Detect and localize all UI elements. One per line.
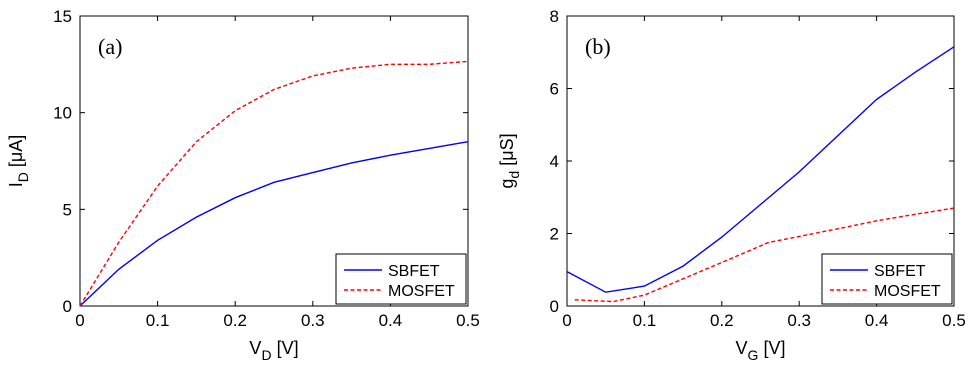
y-tick-label: 8 [550,7,559,26]
x-axis-label: VG [V] [736,338,786,363]
x-axis-label: VD [V] [249,338,298,363]
panel-a: 0 0.1 0.2 0.3 0.4 0.5 0 5 10 15 (a) VD [V] ID [μA] SB… [6,7,480,363]
x-tick-label: 0.3 [301,311,325,330]
x-tick-label: 0.3 [787,311,811,330]
y-tick-label: 0 [63,297,72,316]
y-tick-label: 5 [63,200,72,219]
legend-label-sbfet: SBFET [874,263,926,280]
x-tick-label: 0 [75,311,84,330]
legend-box [821,253,953,305]
legend-label-mosfet: MOSFET [388,283,455,300]
legend-label-sbfet: SBFET [388,263,440,280]
x-tick-label: 0 [562,311,571,330]
legend-box [335,253,467,305]
x-tick-label: 0.5 [456,311,480,330]
y-axis-label: ID [μA] [6,135,31,188]
y-tick-label: 0 [550,297,559,316]
x-tick-label: 0.1 [146,311,170,330]
x-tick-label: 0.4 [865,311,889,330]
panel-b: 0 0.1 0.2 0.3 0.4 0.5 0 2 4 6 8 (b) VG [V] gd [μS] SBF… [497,7,966,363]
series-line-mosfet [574,207,955,303]
panel-label: (a) [98,34,122,59]
x-tick-label: 0.5 [942,311,966,330]
x-tick-label: 0.4 [379,311,403,330]
y-tick-label: 15 [53,7,72,26]
y-tick-label: 4 [550,152,559,171]
x-tick-label: 0.2 [223,311,247,330]
series-line-mosfet [79,60,469,307]
y-tick-label: 2 [550,225,559,244]
y-tick-label: 10 [53,104,72,123]
x-tick-label: 0.2 [710,311,734,330]
series-line-sbfet [566,46,955,293]
y-axis-label: gd [μS] [497,133,522,188]
panel-label: (b) [585,34,611,59]
y-tick-label: 6 [550,80,559,99]
series-line-sbfet [79,141,469,307]
legend-label-mosfet: MOSFET [874,283,941,300]
x-tick-label: 0.1 [633,311,657,330]
